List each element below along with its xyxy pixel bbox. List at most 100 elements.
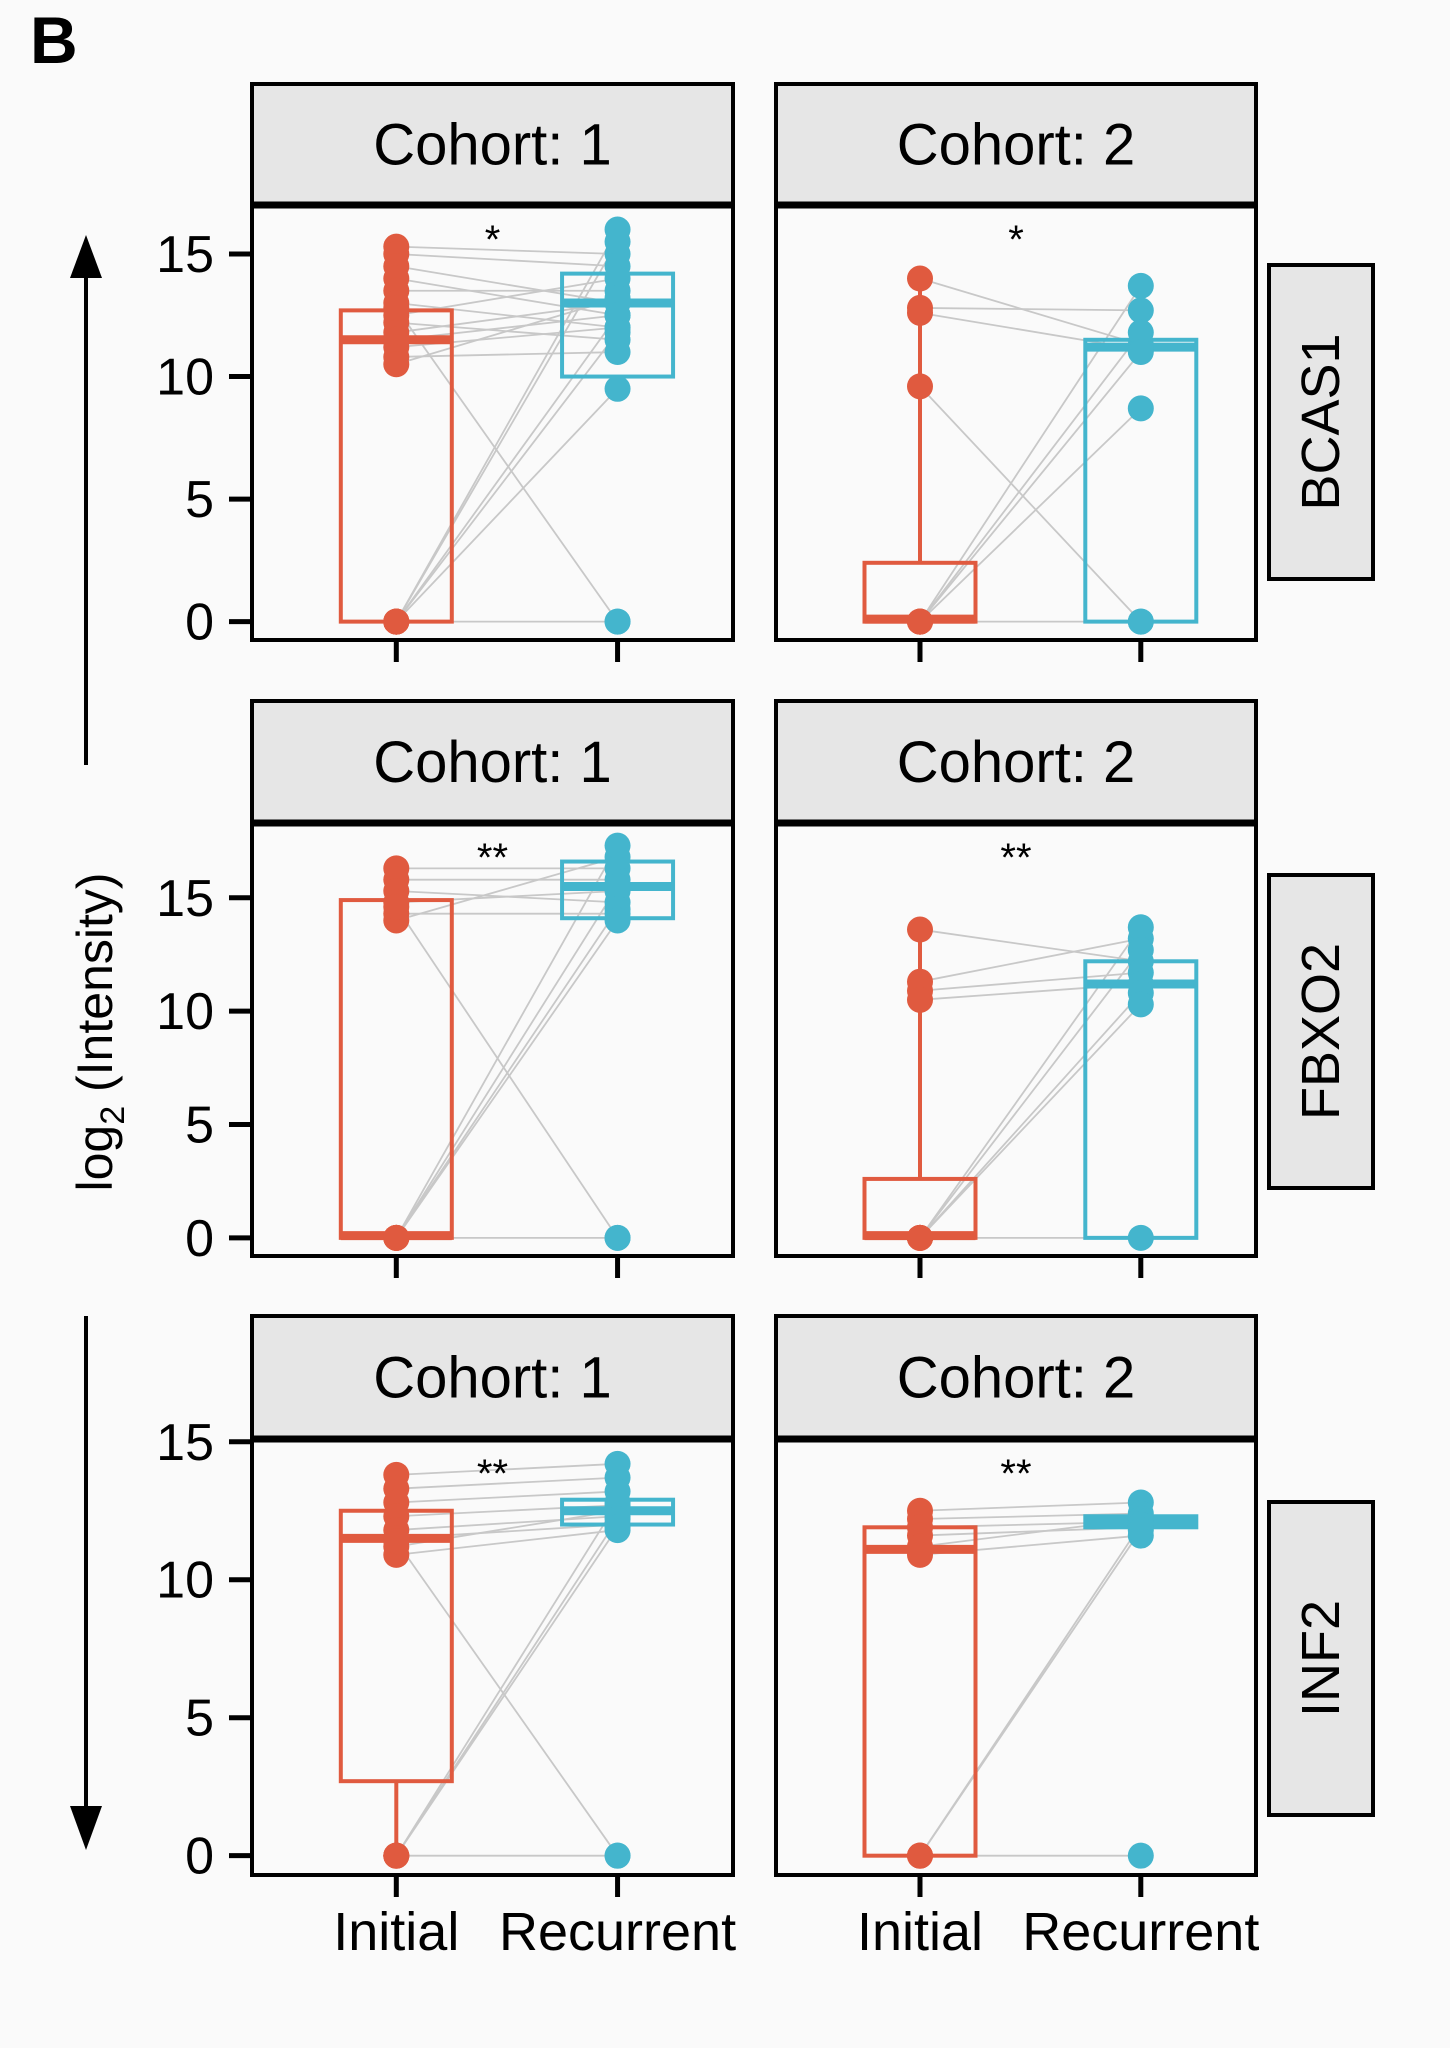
y-axis-title-log: log — [67, 1125, 123, 1192]
pair-line — [395, 1526, 619, 1857]
data-point-initial — [383, 1842, 410, 1869]
data-point-recurrent — [604, 873, 631, 900]
row-strip-label: INF2 — [1291, 1600, 1351, 1717]
y-axis-title-rest: (Intensity) — [67, 872, 123, 1105]
data-point-recurrent — [1127, 1224, 1154, 1251]
column-strip — [774, 699, 1258, 825]
data-point-recurrent — [1127, 272, 1154, 299]
facet-panel: Cohort: 2 ** — [774, 699, 1258, 1278]
pair-line — [396, 245, 618, 255]
pair-line — [919, 351, 1142, 623]
data-point-recurrent — [604, 319, 631, 346]
x-tick-label: Recurrent — [499, 1902, 736, 1962]
data-point-initial — [907, 1541, 933, 1568]
column-strip-label: Cohort: 2 — [897, 1346, 1136, 1411]
data-point-initial — [907, 373, 933, 400]
data-point-recurrent — [604, 339, 631, 366]
data-point-recurrent — [1127, 1842, 1154, 1869]
pair-line — [396, 302, 618, 334]
y-tick-label: 0 — [185, 1828, 214, 1886]
data-point-recurrent — [1127, 297, 1154, 324]
y-tick-label: 10 — [156, 983, 214, 1041]
column-strip — [250, 699, 735, 825]
pair-line — [396, 253, 618, 268]
column-strip — [250, 82, 735, 207]
y-tick-label: 10 — [156, 349, 214, 407]
facet-panel: Cohort: 2 ** Initial Recurrent — [774, 1314, 1259, 1962]
data-point-recurrent — [604, 375, 631, 402]
data-point-initial — [907, 265, 933, 292]
column-strip-label: Cohort: 2 — [897, 730, 1136, 795]
significance-label: ** — [1000, 836, 1031, 880]
plot-area — [776, 1439, 1256, 1875]
y-tick-label: 5 — [185, 1097, 214, 1155]
data-point-initial — [907, 986, 933, 1013]
column-strip-label: Cohort: 2 — [897, 113, 1136, 178]
data-point-initial — [907, 916, 933, 943]
data-point-recurrent — [1127, 936, 1154, 963]
data-point-recurrent — [604, 1514, 631, 1541]
row-strip-label: FBXO2 — [1291, 943, 1351, 1120]
significance-label: ** — [477, 1452, 508, 1496]
pair-line — [395, 314, 619, 623]
pair-line — [395, 331, 619, 623]
pair-line — [919, 926, 1142, 1239]
pair-line — [395, 908, 619, 1239]
row-strip-label: BCAS1 — [1291, 333, 1351, 510]
pair-line — [919, 307, 1141, 312]
data-point-recurrent — [604, 1842, 631, 1869]
significance-label: ** — [477, 836, 508, 880]
pair-line — [919, 992, 1142, 1239]
data-point-recurrent — [604, 832, 631, 859]
data-point-initial — [383, 1224, 410, 1251]
facet-panel: Cohort: 1 ** — [250, 699, 735, 1278]
column-strip — [774, 1314, 1258, 1441]
svg-text:log2 (Intensity): log2 (Intensity) — [67, 872, 132, 1191]
pair-line — [919, 949, 1142, 1239]
data-point-initial — [383, 608, 410, 635]
y-tick-label: 0 — [185, 594, 214, 652]
plot-area — [776, 205, 1256, 640]
y-tick-label: 0 — [185, 1210, 214, 1268]
up-arrow-icon — [70, 235, 102, 765]
data-point-recurrent — [1127, 608, 1154, 635]
pair-line — [395, 1540, 619, 1857]
pair-line — [396, 1462, 618, 1476]
y-tick-label: 15 — [156, 226, 214, 284]
y-tick-label: 15 — [156, 870, 214, 928]
y-tick-label: 5 — [185, 1690, 214, 1748]
pair-line — [396, 1515, 618, 1531]
down-arrow-icon — [70, 1316, 102, 1850]
pair-line — [396, 1476, 618, 1490]
data-point-recurrent — [604, 265, 631, 292]
data-point-recurrent — [604, 907, 631, 934]
significance-label: ** — [1000, 1452, 1031, 1496]
data-point-initial — [907, 299, 933, 326]
x-tick-label: Initial — [857, 1902, 983, 1962]
significance-label: * — [1008, 218, 1024, 262]
pair-line — [395, 919, 619, 1239]
pair-line — [919, 277, 1142, 346]
row-strip — [1267, 873, 1375, 1190]
pair-line — [919, 928, 1141, 963]
column-strip-label: Cohort: 1 — [373, 730, 612, 795]
figure-panel-label: B — [30, 3, 78, 77]
pair-line — [395, 1501, 619, 1857]
pair-line — [396, 265, 618, 304]
pair-line — [396, 1490, 618, 1504]
pair-line — [919, 1003, 1142, 1239]
data-point-initial — [907, 608, 933, 635]
y-tick-label: 5 — [185, 471, 214, 529]
data-point-initial — [907, 1224, 933, 1251]
pair-line — [919, 407, 1142, 623]
x-tick-label: Recurrent — [1022, 1902, 1259, 1962]
plot-area — [252, 205, 733, 640]
data-point-initial — [907, 1842, 933, 1869]
pair-line — [919, 285, 1142, 623]
pair-line — [396, 856, 618, 922]
data-point-recurrent — [1127, 339, 1154, 366]
data-point-initial — [383, 351, 410, 378]
significance-label: * — [485, 218, 501, 262]
